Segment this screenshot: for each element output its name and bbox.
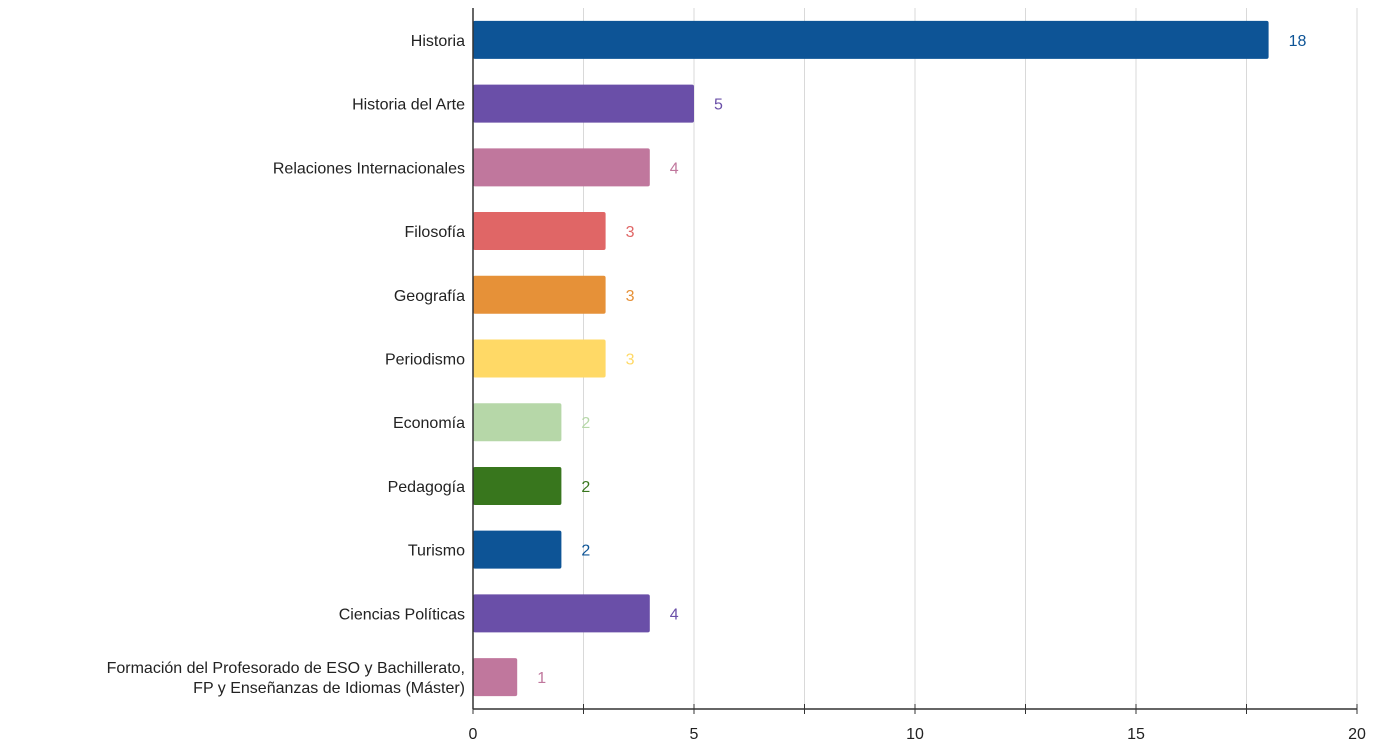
category-label: Geografía: [394, 288, 465, 305]
category-label: Historia: [411, 33, 465, 50]
data-label: 3: [626, 224, 635, 241]
data-label: 4: [670, 606, 679, 623]
bar: [473, 594, 650, 633]
category-label: Pedagogía: [388, 479, 466, 496]
x-tick-label: 0: [469, 726, 478, 743]
data-label: 2: [581, 415, 590, 432]
category-labels: Historia Historia del Arte Relaciones Inte…: [107, 33, 466, 697]
data-label: 2: [581, 479, 590, 496]
bar: [473, 20, 1269, 59]
grid-lines: [583, 8, 1358, 709]
category-label: Historia del Arte: [352, 97, 465, 114]
category-label: Relaciones Internacionales: [273, 160, 465, 177]
data-label: 4: [670, 160, 679, 177]
bar: [473, 658, 518, 697]
bar: [473, 530, 562, 569]
x-axis: 0 5 10 15 20: [469, 8, 1366, 743]
bar: [473, 148, 650, 187]
bar: [473, 275, 606, 314]
bar: [473, 466, 562, 505]
category-label: Ciencias Políticas: [339, 606, 465, 623]
data-label: 1: [537, 670, 546, 687]
category-label: Economía: [393, 415, 465, 432]
category-label: Filosofía: [405, 224, 466, 241]
x-tick-label: 15: [1127, 726, 1145, 743]
data-label: 3: [626, 352, 635, 369]
data-labels: 18 5 4 3 3 3 2 2 2 4 1: [537, 33, 1306, 687]
category-label: Formación del Profesorado de ESO y Bachi…: [107, 660, 465, 697]
data-label: 5: [714, 97, 723, 114]
bars: [473, 20, 1269, 697]
data-label: 3: [626, 288, 635, 305]
x-tick-label: 5: [690, 726, 699, 743]
data-label: 18: [1289, 33, 1307, 50]
bar: [473, 84, 694, 123]
bar: [473, 212, 606, 251]
bar: [473, 339, 606, 378]
x-tick-label: 20: [1348, 726, 1366, 743]
data-label: 2: [581, 543, 590, 560]
category-label: Periodismo: [385, 352, 465, 369]
x-tick-label: 10: [906, 726, 924, 743]
category-label: Turismo: [408, 543, 465, 560]
bar: [473, 403, 562, 442]
